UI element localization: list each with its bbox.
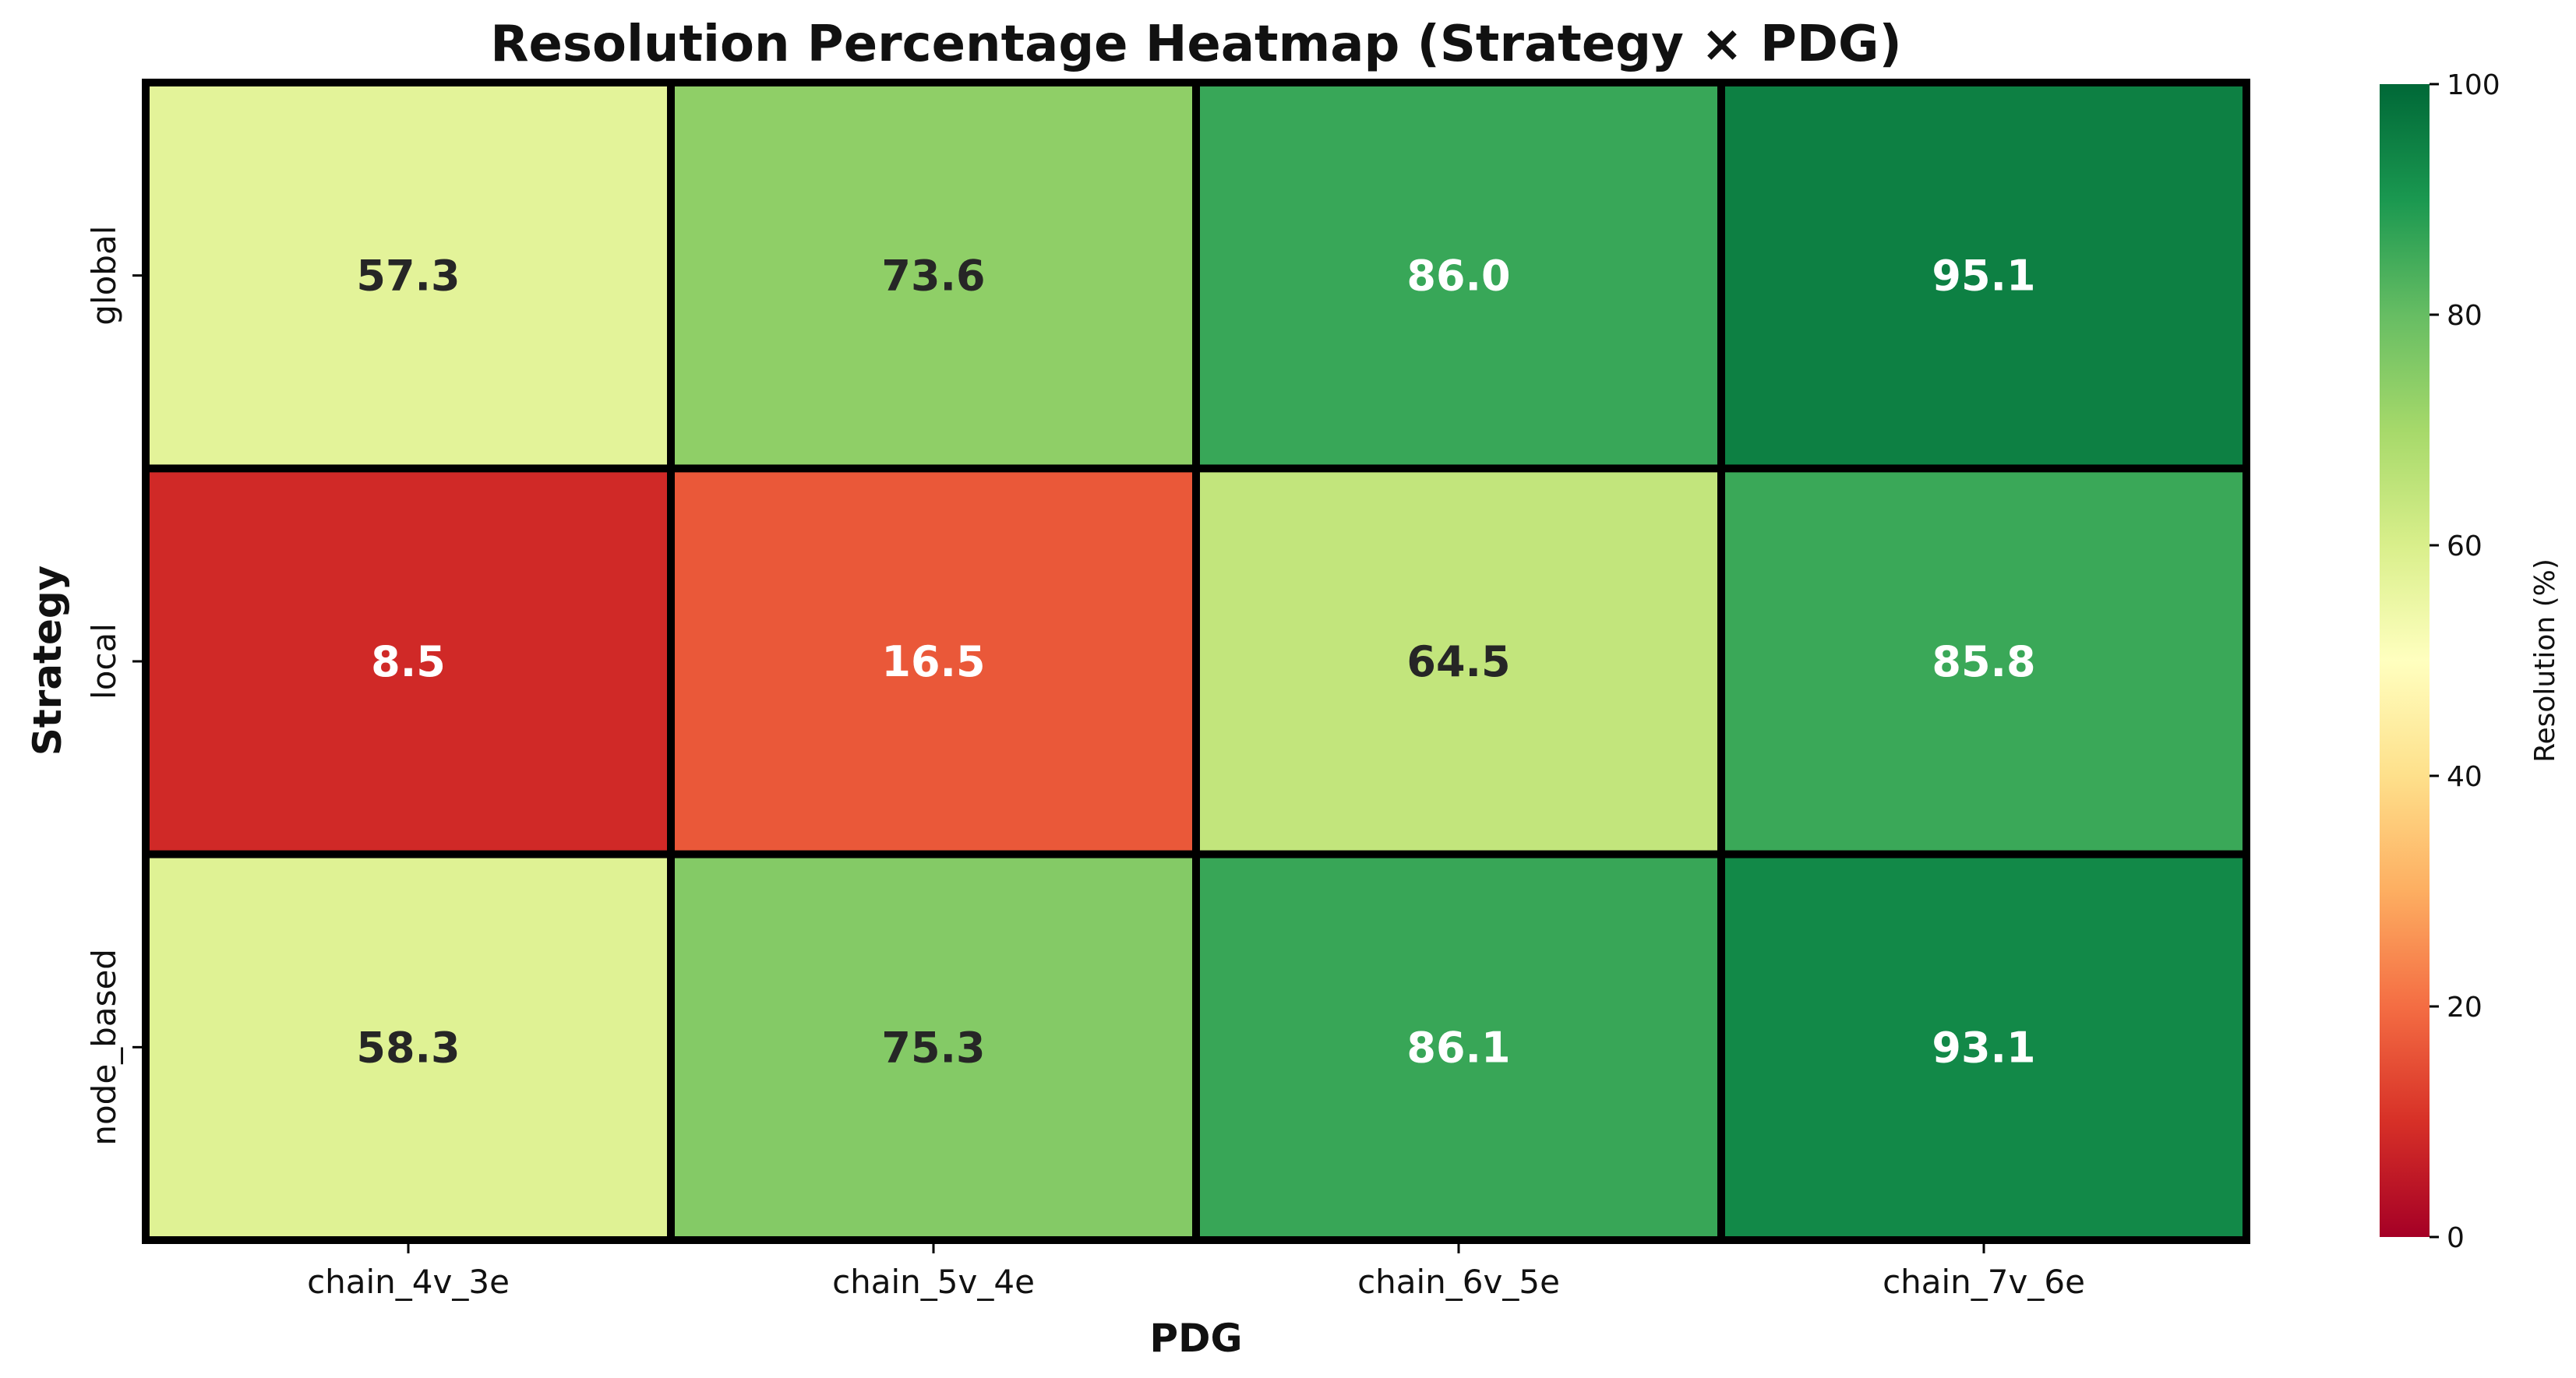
- heatmap-cell-local-chain_6v_5e: [1196, 468, 1721, 855]
- x-tick-label: chain_6v_5e: [1357, 1263, 1560, 1301]
- heatmap-cell-global-chain_7v_6e: [1721, 83, 2246, 469]
- cell-value-label: 58.3: [356, 1023, 460, 1072]
- colorbar-ticks: 0 20 40 60 80 100: [2430, 69, 2500, 1254]
- cell-value-label: 95.1: [1932, 252, 2035, 301]
- colorbar-tick-label: 40: [2447, 761, 2482, 793]
- colorbar-tick-label: 20: [2447, 992, 2482, 1024]
- heatmap-cell-node_based-chain_4v_3e: [146, 854, 671, 1240]
- colorbar-tick-label: 60: [2447, 530, 2482, 562]
- y-axis-label: Strategy: [25, 566, 70, 756]
- heatmap-cell-node_based-chain_6v_5e: [1196, 854, 1721, 1240]
- chart-title: Resolution Percentage Heatmap (Strategy …: [490, 16, 1902, 73]
- cell-value-label: 86.0: [1406, 252, 1510, 301]
- cell-value-label: 64.5: [1406, 637, 1510, 686]
- heatmap-cell-node_based-chain_7v_6e: [1721, 854, 2246, 1240]
- colorbar-label: Resolution (%): [2529, 559, 2561, 763]
- heatmap-cell-node_based-chain_5v_4e: [671, 854, 1196, 1240]
- heatmap-cell-global-chain_4v_3e: [146, 83, 671, 469]
- y-tick-label: node_based: [85, 949, 123, 1146]
- x-axis-ticks: chain_4v_3e chain_5v_4e chain_6v_5e chain_7…: [307, 1244, 2085, 1301]
- heatmap-cell-global-chain_6v_5e: [1196, 83, 1721, 469]
- cell-value-label: 75.3: [881, 1023, 985, 1072]
- heatmap-cell-labels: 57.3 73.6 86.0 95.1 8.5 16.5 64.5 85.8 58.3 75.3 8…: [356, 252, 2035, 1073]
- y-tick-label: local: [85, 623, 123, 700]
- cell-value-label: 85.8: [1932, 637, 2035, 686]
- heatmap-cells: [146, 83, 2246, 1240]
- heatmap-cell-local-chain_7v_6e: [1721, 468, 2246, 855]
- colorbar-tick-label: 0: [2447, 1222, 2465, 1254]
- cell-value-label: 93.1: [1932, 1023, 2035, 1072]
- colorbar-gradient: [2380, 84, 2430, 1237]
- heatmap-cell-local-chain_4v_3e: [146, 468, 671, 855]
- y-tick-label: global: [85, 226, 123, 326]
- y-axis-ticks: global local node_based: [85, 226, 142, 1146]
- cell-value-label: 57.3: [356, 252, 460, 301]
- cell-value-label: 8.5: [371, 637, 446, 686]
- colorbar: 0 20 40 60 80 100 Resolution (%): [2380, 69, 2561, 1254]
- heatmap-grid-lines: [142, 79, 2250, 1244]
- colorbar-tick-label: 100: [2447, 69, 2500, 101]
- x-tick-label: chain_7v_6e: [1883, 1263, 2085, 1301]
- heatmap-cell-global-chain_5v_4e: [671, 83, 1196, 469]
- cell-value-label: 16.5: [881, 637, 985, 686]
- x-axis-label: PDG: [1149, 1316, 1242, 1361]
- colorbar-tick-label: 80: [2447, 300, 2482, 332]
- x-tick-label: chain_5v_4e: [832, 1263, 1035, 1301]
- x-tick-label: chain_4v_3e: [307, 1263, 510, 1301]
- heatmap-cell-local-chain_5v_4e: [671, 468, 1196, 855]
- cell-value-label: 73.6: [881, 252, 985, 301]
- cell-value-label: 86.1: [1406, 1023, 1510, 1072]
